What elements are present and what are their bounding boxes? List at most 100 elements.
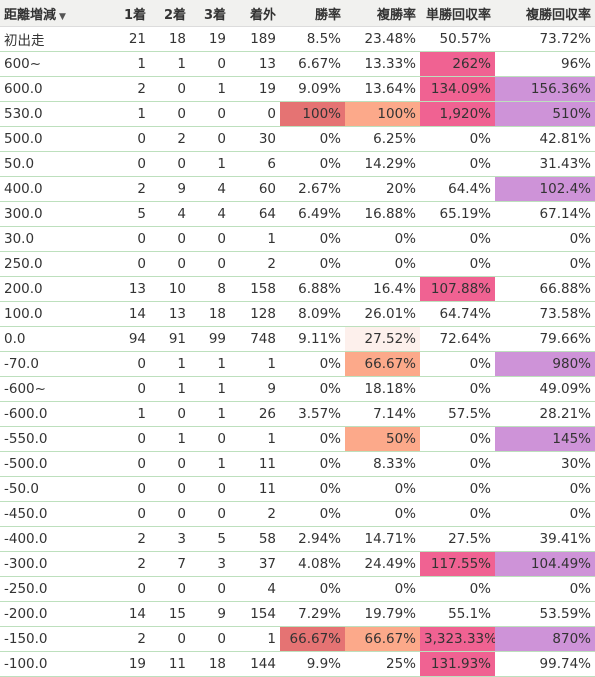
cell-out-of-place: 26 bbox=[230, 401, 280, 427]
header-distance-change[interactable]: 距離増減 ▼ bbox=[0, 0, 110, 27]
cell-distance-change: 200.0 bbox=[0, 276, 110, 302]
cell-first-place: 1 bbox=[110, 401, 150, 427]
cell-second-place: 0 bbox=[150, 451, 190, 477]
cell-place-return-rate: 79.66% bbox=[495, 326, 595, 352]
cell-out-of-place: 154 bbox=[230, 601, 280, 627]
cell-third-place: 0 bbox=[190, 251, 230, 277]
cell-out-of-place: 2 bbox=[230, 251, 280, 277]
cell-out-of-place: 19 bbox=[230, 76, 280, 102]
cell-second-place: 1 bbox=[150, 426, 190, 452]
cell-win-return-rate: 131.93% bbox=[420, 651, 495, 677]
cell-place-return-rate: 53.59% bbox=[495, 601, 595, 627]
cell-first-place: 0 bbox=[110, 451, 150, 477]
cell-place-rate: 7.14% bbox=[345, 401, 420, 427]
cell-third-place: 99 bbox=[190, 326, 230, 352]
cell-first-place: 0 bbox=[110, 476, 150, 502]
cell-win-return-rate: 0% bbox=[420, 426, 495, 452]
sort-down-icon[interactable]: ▼ bbox=[59, 11, 66, 22]
table-row: -100.0 19 11 18 144 9.9% 25% 131.93% 99.74% bbox=[0, 651, 595, 677]
cell-win-return-rate: 134.09% bbox=[420, 76, 495, 102]
cell-place-rate: 25% bbox=[345, 651, 420, 677]
table-row: -50.0 0 0 0 11 0% 0% 0% 0% bbox=[0, 476, 595, 502]
cell-first-place: 0 bbox=[110, 251, 150, 277]
cell-distance-change: 530.0 bbox=[0, 101, 110, 127]
cell-place-return-rate: 28.21% bbox=[495, 401, 595, 427]
cell-first-place: 0 bbox=[110, 576, 150, 602]
cell-win-rate: 0% bbox=[280, 226, 345, 252]
cell-place-rate: 0% bbox=[345, 226, 420, 252]
header-second-place[interactable]: 2着 bbox=[150, 0, 190, 27]
cell-place-return-rate: 30% bbox=[495, 451, 595, 477]
table-row: -600~ 0 1 1 9 0% 18.18% 0% 49.09% bbox=[0, 376, 595, 402]
cell-place-rate: 19.79% bbox=[345, 601, 420, 627]
cell-place-rate: 66.67% bbox=[345, 626, 420, 652]
cell-place-rate: 20% bbox=[345, 176, 420, 202]
cell-second-place: 7 bbox=[150, 551, 190, 577]
table-row: 500.0 0 2 0 30 0% 6.25% 0% 42.81% bbox=[0, 126, 595, 152]
header-third-place[interactable]: 3着 bbox=[190, 0, 230, 27]
cell-place-return-rate: 31.43% bbox=[495, 151, 595, 177]
cell-out-of-place: 13 bbox=[230, 51, 280, 77]
cell-place-rate: 0% bbox=[345, 476, 420, 502]
cell-third-place: 8 bbox=[190, 276, 230, 302]
cell-win-return-rate: 1,920% bbox=[420, 101, 495, 127]
header-label: 距離増減 bbox=[4, 7, 57, 23]
cell-first-place: 0 bbox=[110, 226, 150, 252]
cell-distance-change: 400.0 bbox=[0, 176, 110, 202]
table-row: 400.0 2 9 4 60 2.67% 20% 64.4% 102.4% bbox=[0, 176, 595, 202]
table-row: 600~ 1 1 0 13 6.67% 13.33% 262% 96% bbox=[0, 51, 595, 77]
cell-win-rate: 9.09% bbox=[280, 76, 345, 102]
cell-distance-change: -50.0 bbox=[0, 476, 110, 502]
cell-distance-change: 600~ bbox=[0, 51, 110, 77]
cell-distance-change: -200.0 bbox=[0, 601, 110, 627]
header-place-rate[interactable]: 複勝率 bbox=[345, 0, 420, 27]
cell-win-return-rate: 0% bbox=[420, 376, 495, 402]
header-out-of-place[interactable]: 着外 bbox=[230, 0, 280, 27]
table-row: -200.0 14 15 9 154 7.29% 19.79% 55.1% 53.59% bbox=[0, 601, 595, 627]
cell-win-rate: 6.49% bbox=[280, 201, 345, 227]
cell-out-of-place: 9 bbox=[230, 376, 280, 402]
cell-win-return-rate: 65.19% bbox=[420, 201, 495, 227]
cell-win-rate: 0% bbox=[280, 376, 345, 402]
cell-place-rate: 24.49% bbox=[345, 551, 420, 577]
cell-place-return-rate: 102.4% bbox=[495, 176, 595, 202]
cell-distance-change: -550.0 bbox=[0, 426, 110, 452]
cell-second-place: 0 bbox=[150, 401, 190, 427]
cell-out-of-place: 60 bbox=[230, 176, 280, 202]
table-row: -500.0 0 0 1 11 0% 8.33% 0% 30% bbox=[0, 451, 595, 477]
cell-second-place: 0 bbox=[150, 101, 190, 127]
header-win-return-rate[interactable]: 単勝回収率 bbox=[420, 0, 495, 27]
cell-win-rate: 3.57% bbox=[280, 401, 345, 427]
cell-out-of-place: 1 bbox=[230, 626, 280, 652]
cell-place-return-rate: 99.74% bbox=[495, 651, 595, 677]
cell-third-place: 1 bbox=[190, 151, 230, 177]
cell-distance-change: -300.0 bbox=[0, 551, 110, 577]
cell-third-place: 0 bbox=[190, 426, 230, 452]
cell-third-place: 0 bbox=[190, 51, 230, 77]
cell-out-of-place: 0 bbox=[230, 101, 280, 127]
cell-second-place: 0 bbox=[150, 626, 190, 652]
cell-first-place: 14 bbox=[110, 301, 150, 327]
cell-place-rate: 16.88% bbox=[345, 201, 420, 227]
header-place-return-rate[interactable]: 複勝回収率 bbox=[495, 0, 595, 27]
cell-out-of-place: 11 bbox=[230, 451, 280, 477]
header-win-rate[interactable]: 勝率 bbox=[280, 0, 345, 27]
cell-win-rate: 0% bbox=[280, 576, 345, 602]
cell-win-rate: 2.67% bbox=[280, 176, 345, 202]
cell-third-place: 0 bbox=[190, 126, 230, 152]
cell-win-return-rate: 72.64% bbox=[420, 326, 495, 352]
cell-win-return-rate: 0% bbox=[420, 476, 495, 502]
cell-place-return-rate: 66.88% bbox=[495, 276, 595, 302]
cell-win-return-rate: 107.88% bbox=[420, 276, 495, 302]
cell-win-return-rate: 0% bbox=[420, 251, 495, 277]
cell-win-return-rate: 0% bbox=[420, 501, 495, 527]
header-first-place[interactable]: 1着 bbox=[110, 0, 150, 27]
cell-place-rate: 8.33% bbox=[345, 451, 420, 477]
cell-out-of-place: 1 bbox=[230, 351, 280, 377]
cell-second-place: 1 bbox=[150, 351, 190, 377]
cell-second-place: 0 bbox=[150, 501, 190, 527]
cell-place-return-rate: 39.41% bbox=[495, 526, 595, 552]
cell-distance-change: 600.0 bbox=[0, 76, 110, 102]
cell-win-rate: 0% bbox=[280, 501, 345, 527]
cell-distance-change: -250.0 bbox=[0, 576, 110, 602]
